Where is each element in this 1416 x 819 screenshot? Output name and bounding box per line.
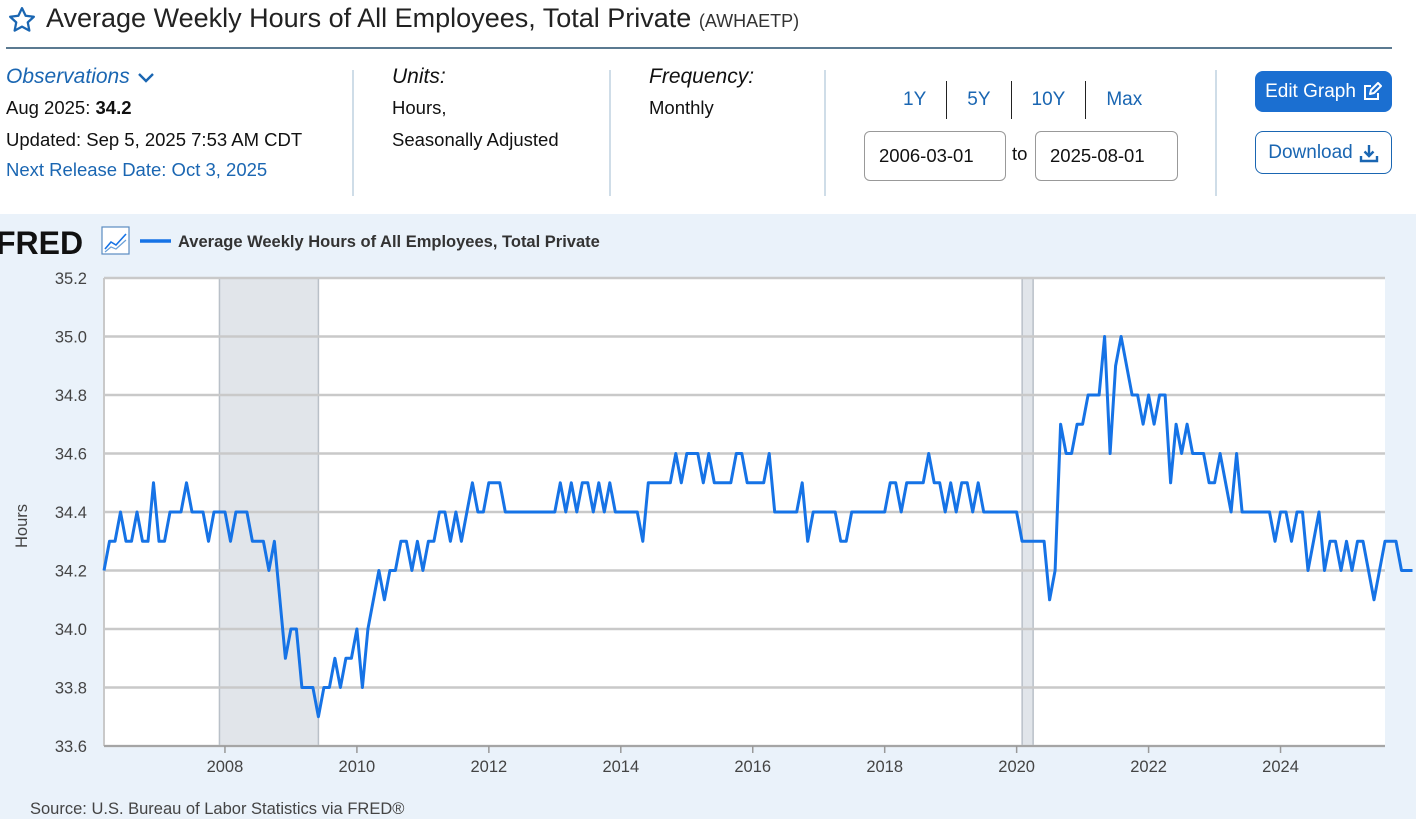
chart-icon[interactable] xyxy=(101,226,130,255)
range-buttons: 1Y 5Y 10Y Max xyxy=(885,80,1162,120)
x-tick-label: 2010 xyxy=(339,758,376,776)
range-10y-button[interactable]: 10Y xyxy=(1012,81,1087,119)
frequency-value: Monthly xyxy=(649,97,714,118)
y-tick-label: 34.8 xyxy=(55,387,87,405)
units-label: Units: xyxy=(392,65,446,88)
updated-text: Updated: Sep 5, 2025 7:53 AM CDT xyxy=(6,129,303,150)
units-panel: Units: Hours, Seasonally Adjusted xyxy=(392,62,602,202)
start-date-input[interactable]: 2006-03-01 xyxy=(864,131,1006,181)
latest-label: Aug 2025: xyxy=(6,97,91,118)
divider xyxy=(609,70,611,196)
edit-icon[interactable] xyxy=(1362,81,1382,102)
x-tick-label: 2022 xyxy=(1130,758,1167,776)
range-max-button[interactable]: Max xyxy=(1106,89,1143,110)
edit-graph-button[interactable]: Edit Graph xyxy=(1255,71,1392,112)
y-tick-label: 33.8 xyxy=(55,680,87,698)
y-axis-label: Hours xyxy=(13,504,31,548)
y-tick-label: 33.6 xyxy=(55,738,87,756)
title-divider xyxy=(6,47,1392,49)
y-tick-label: 35.2 xyxy=(55,270,87,288)
x-tick-label: 2024 xyxy=(1262,758,1299,776)
series-title: Average Weekly Hours of All Employees, T… xyxy=(46,3,692,33)
legend-label[interactable]: Average Weekly Hours of All Employees, T… xyxy=(178,233,600,251)
fred-logo: FRED xyxy=(0,225,83,261)
range-1y-button[interactable]: 1Y xyxy=(885,81,948,119)
observations-panel: Observations Aug 2025: 34.2 Updated: Sep… xyxy=(6,62,346,202)
download-icon[interactable] xyxy=(1359,143,1379,163)
source-note[interactable]: Source: U.S. Bureau of Labor Statistics … xyxy=(30,800,404,818)
x-tick-label: 2016 xyxy=(734,758,771,776)
x-tick-label: 2012 xyxy=(470,758,507,776)
divider xyxy=(1215,70,1217,196)
star-icon[interactable] xyxy=(7,5,37,35)
series-id: (AWHAETP) xyxy=(698,11,800,31)
units-line1: Hours, xyxy=(392,97,447,118)
y-tick-label: 34.4 xyxy=(55,504,87,522)
x-tick-label: 2008 xyxy=(207,758,244,776)
title-row: Average Weekly Hours of All Employees, T… xyxy=(0,0,1416,44)
download-button[interactable]: Download xyxy=(1255,131,1392,174)
chevron-down-icon[interactable] xyxy=(136,67,156,87)
edit-graph-label[interactable]: Edit Graph xyxy=(1265,80,1356,102)
next-release-link[interactable]: Next Release Date: Oct 3, 2025 xyxy=(6,159,268,180)
y-tick-label: 34.0 xyxy=(55,621,87,639)
latest-value: 34.2 xyxy=(95,97,132,118)
download-label[interactable]: Download xyxy=(1268,141,1353,163)
series-line[interactable] xyxy=(102,335,1413,719)
y-tick-label: 35.0 xyxy=(55,329,87,347)
units-line2: Seasonally Adjusted xyxy=(392,129,559,150)
x-tick-label: 2018 xyxy=(866,758,903,776)
y-tick-label: 34.6 xyxy=(55,446,87,464)
divider xyxy=(824,70,826,196)
latest-observation: Aug 2025: 34.2 xyxy=(6,92,346,124)
divider xyxy=(352,70,354,196)
frequency-label: Frequency: xyxy=(649,65,755,88)
y-tick-label: 34.2 xyxy=(55,563,87,581)
to-label: to xyxy=(1012,143,1028,164)
observations-label[interactable]: Observations xyxy=(6,65,130,88)
x-tick-label: 2020 xyxy=(998,758,1035,776)
end-date-input[interactable]: 2025-08-01 xyxy=(1035,131,1178,181)
range-5y-button[interactable]: 5Y xyxy=(947,81,1012,119)
line-chart: FRED Average Weekly Hours of All Employe… xyxy=(0,225,1413,818)
x-tick-label: 2014 xyxy=(602,758,639,776)
observations-dropdown[interactable]: Observations xyxy=(6,62,346,92)
frequency-panel: Frequency: Monthly xyxy=(649,62,819,202)
page-title: Average Weekly Hours of All Employees, T… xyxy=(46,3,799,34)
